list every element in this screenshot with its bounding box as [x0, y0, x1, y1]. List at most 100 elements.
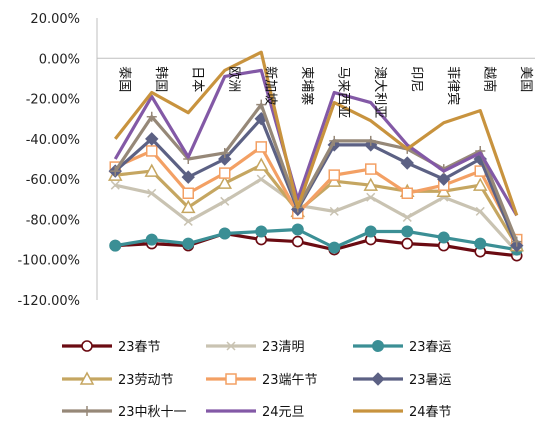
series-point — [79, 371, 95, 385]
legend-label: 23春节 — [118, 340, 161, 355]
y-tick-label: -20.00% — [26, 93, 80, 108]
series-point — [226, 341, 236, 351]
series-point — [255, 225, 268, 238]
series-point — [110, 166, 121, 177]
series-point — [328, 169, 340, 181]
series-point — [219, 167, 231, 179]
legend-label: 23清明 — [262, 340, 305, 355]
y-tick-label: -60.00% — [26, 173, 80, 188]
legend-label: 23中秋十一 — [118, 405, 187, 420]
y-tick-label: -100.00% — [17, 254, 80, 269]
x-category-label: 柬埔寨 — [299, 66, 315, 105]
series-line — [114, 177, 518, 253]
series-point — [329, 135, 340, 146]
series-point — [144, 163, 160, 177]
series-point — [145, 132, 159, 146]
x-category-label: 印尼 — [408, 66, 423, 92]
series-point — [372, 340, 384, 352]
series-point — [401, 187, 413, 199]
series-line — [115, 231, 517, 258]
legend-label: 24元旦 — [262, 405, 305, 420]
legend-item: 24元旦 — [206, 405, 305, 420]
series-point — [329, 206, 339, 216]
chart-series — [107, 50, 525, 262]
series-point — [81, 340, 93, 352]
series-point — [472, 177, 488, 191]
y-tick-label: 0.00% — [39, 52, 80, 67]
series-point — [363, 177, 379, 191]
y-tick-label: -40.00% — [26, 133, 80, 148]
series-point — [109, 239, 122, 252]
x-category-label: 欧洲 — [226, 66, 241, 92]
series-point — [328, 241, 341, 254]
series-line — [114, 145, 519, 241]
y-tick-label: -80.00% — [26, 213, 80, 228]
series-point — [511, 236, 522, 247]
legend-item: 23中秋十一 — [62, 405, 187, 420]
series-point — [181, 170, 195, 184]
series-group — [109, 223, 523, 256]
series-point — [364, 225, 377, 238]
series-point — [218, 227, 231, 240]
legend-item: 23暑运 — [353, 372, 452, 388]
series-point — [371, 372, 385, 386]
series-line — [113, 50, 519, 216]
series-point — [365, 135, 376, 146]
x-category-label: 新加坡 — [262, 66, 278, 105]
series-point — [291, 235, 304, 248]
legend-label: 23暑运 — [409, 373, 452, 388]
x-category-label: 日本 — [189, 66, 204, 92]
series-point — [256, 174, 266, 184]
series-point — [474, 237, 487, 250]
series-point — [437, 172, 451, 186]
legend-label: 23劳动节 — [118, 372, 174, 388]
series-point — [180, 199, 196, 214]
series-point — [82, 406, 92, 416]
legend-item: 23春运 — [353, 340, 452, 355]
series-group — [108, 112, 524, 253]
series-point — [402, 212, 412, 222]
series-point — [401, 237, 414, 250]
series-group — [113, 68, 519, 217]
x-category-label: 泰国 — [116, 66, 131, 92]
series-group — [113, 50, 519, 216]
chart-axes — [96, 18, 535, 300]
series-point — [217, 175, 233, 189]
y-tick-label: -120.00% — [17, 294, 80, 309]
series-group — [109, 227, 523, 262]
chart-legend: 23春节 23清明 23春运 23劳动节 23端午节 23暑运 23中秋十一 24元旦 24春节 — [62, 340, 452, 420]
y-axis-tick-labels: 20.00% 0.00% -20.00% -40.00% -60.00% -80.00% -… — [17, 12, 80, 309]
series-point — [219, 147, 230, 158]
x-category-label: 菲律宾 — [445, 66, 461, 105]
series-point — [218, 152, 232, 166]
legend-label: 23春运 — [409, 340, 452, 355]
legend-label: 24春节 — [409, 405, 452, 420]
y-tick-label: 20.00% — [30, 12, 80, 27]
series-line — [113, 103, 519, 243]
x-category-label: 越南 — [481, 66, 497, 92]
series-point — [110, 180, 120, 190]
series-line — [114, 227, 518, 252]
series-point — [475, 206, 485, 216]
series-point — [253, 157, 269, 171]
x-axis-category-labels: 泰国 韩国 日本 欧洲 新加坡 柬埔寨 马来西亚 澳大利亚 印尼 菲律宾 越南 美国 — [116, 66, 533, 118]
series-point — [365, 163, 377, 175]
series-point — [401, 225, 414, 238]
legend-item: 23春节 — [62, 340, 161, 355]
series-point — [183, 216, 193, 226]
legend-item: 24春节 — [353, 405, 452, 420]
x-category-label: 马来西亚 — [335, 66, 350, 118]
x-category-label: 澳大利亚 — [372, 66, 388, 118]
series-point — [146, 145, 158, 157]
x-category-label: 韩国 — [153, 66, 168, 92]
legend-item: 23清明 — [206, 340, 305, 355]
legend-item: 23端午节 — [206, 373, 318, 388]
series-line — [113, 68, 519, 217]
series-point — [182, 187, 194, 199]
legend-item: 23劳动节 — [62, 371, 174, 388]
series-point — [366, 192, 376, 202]
series-point — [255, 141, 267, 153]
series-point — [145, 233, 158, 246]
series-point — [220, 196, 230, 206]
